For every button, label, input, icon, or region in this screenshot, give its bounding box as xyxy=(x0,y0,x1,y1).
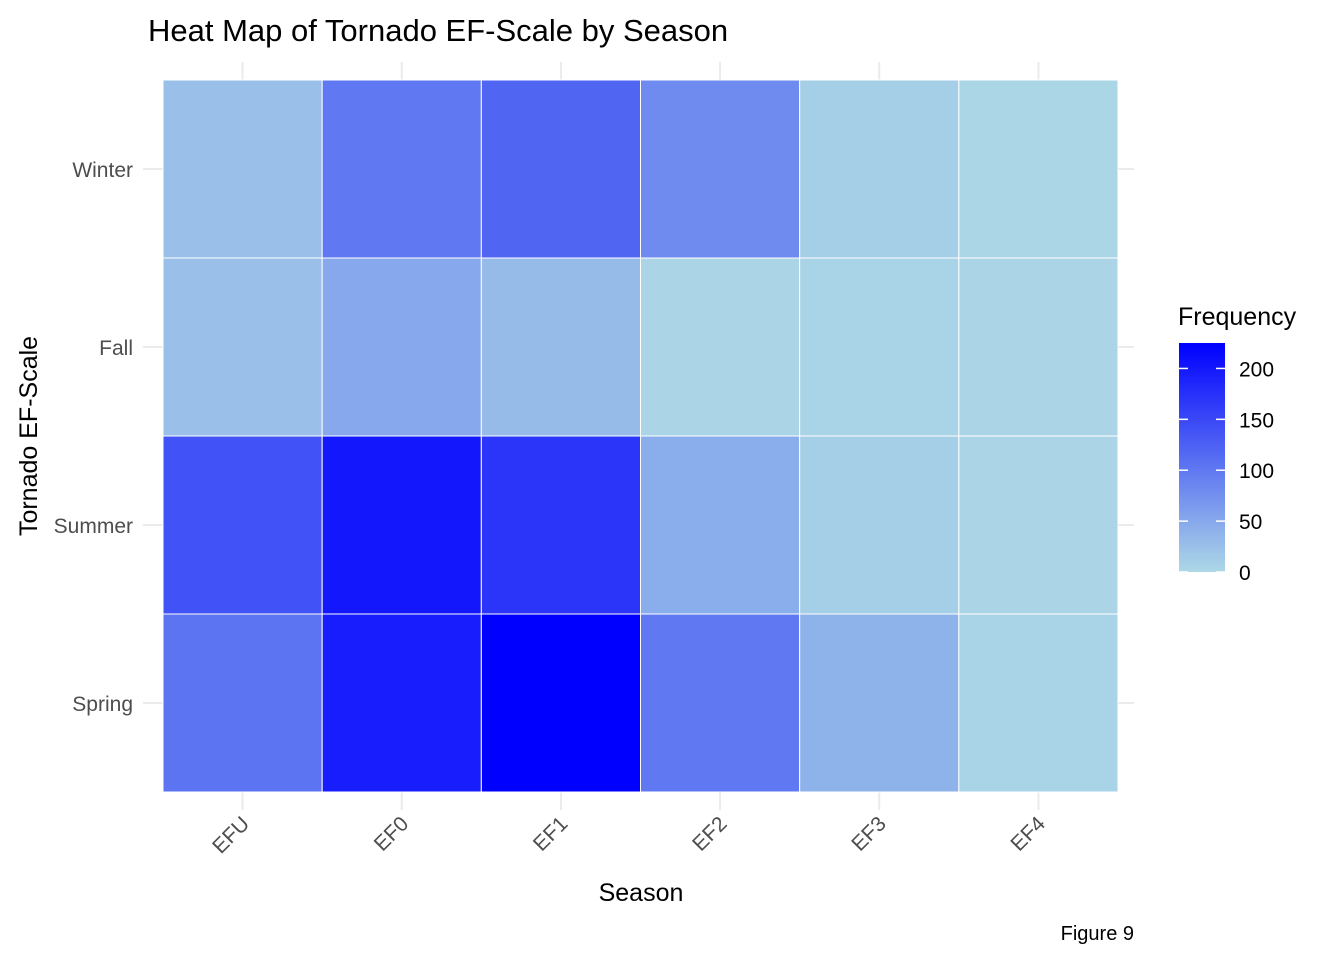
heatmap-cell-winter-ef3 xyxy=(799,79,960,259)
legend-tick-label: 0 xyxy=(1239,562,1251,585)
heatmap-cell-spring-ef1 xyxy=(480,613,642,793)
heatmap-cell-summer-ef2 xyxy=(640,435,801,615)
heatmap-cell-fall-ef2 xyxy=(640,257,801,437)
legend-tick-label: 200 xyxy=(1239,358,1274,381)
legend-tick-label: 50 xyxy=(1239,511,1262,534)
heatmap-cell-summer-ef3 xyxy=(799,435,960,615)
heatmap-cell-winter-ef4 xyxy=(958,79,1119,259)
y-tick-label: Winter xyxy=(72,159,133,182)
heatmap-cell-fall-ef0 xyxy=(321,257,482,437)
x-tick-label: EFU xyxy=(208,812,254,858)
x-tick-label: EF2 xyxy=(688,812,731,855)
chart-title: Heat Map of Tornado EF-Scale by Season xyxy=(148,13,728,48)
heatmap-cell-fall-ef4 xyxy=(958,257,1119,437)
legend-color-bar xyxy=(1179,343,1225,572)
heatmap-cell-fall-ef3 xyxy=(799,257,960,437)
y-tick-label: Fall xyxy=(99,337,133,360)
y-tick-labels: Spring Summer Fall Winter xyxy=(54,159,133,716)
heatmap-cell-winter-efu xyxy=(162,79,323,259)
heatmap-cell-spring-ef2 xyxy=(640,613,801,793)
heatmap-cell-spring-ef4 xyxy=(958,613,1119,793)
heatmap-cell-winter-ef2 xyxy=(640,79,801,259)
heatmap-cell-spring-ef3 xyxy=(799,613,960,793)
y-tick-label: Spring xyxy=(72,693,133,716)
y-tick-label: Summer xyxy=(54,515,133,538)
x-tick-labels: EFU EF0 EF1 EF2 EF3 EF4 xyxy=(208,812,1050,858)
heatmap-cell-spring-efu xyxy=(162,613,323,793)
heatmap-cell-fall-ef1 xyxy=(480,257,642,437)
heatmap-cell-summer-ef4 xyxy=(958,435,1119,615)
figure-caption: Figure 9 xyxy=(1061,923,1134,945)
color-legend: Frequency 0 50 100 150 200 xyxy=(1178,303,1297,585)
heatmap-cell-spring-ef0 xyxy=(321,613,482,793)
x-tick-label: EF3 xyxy=(847,812,890,855)
legend-tick-label: 150 xyxy=(1239,409,1274,432)
x-tick-label: EF1 xyxy=(529,812,572,855)
y-axis-title: Tornado EF-Scale xyxy=(15,336,43,536)
heatmap-cell-winter-ef0 xyxy=(321,79,482,259)
heatmap-cell-summer-ef1 xyxy=(480,435,642,615)
x-tick-label: EF4 xyxy=(1006,812,1050,856)
legend-title: Frequency xyxy=(1178,303,1297,331)
heatmap-cell-summer-ef0 xyxy=(321,435,482,615)
x-axis-title: Season xyxy=(599,879,684,907)
legend-tick-label: 100 xyxy=(1239,460,1274,483)
legend-ticks: 0 50 100 150 200 xyxy=(1179,358,1274,585)
heatmap-cells xyxy=(162,79,1119,793)
heatmap-cell-fall-efu xyxy=(162,257,323,437)
heatmap-cell-winter-ef1 xyxy=(480,79,642,259)
heatmap-cell-summer-efu xyxy=(162,435,323,615)
x-tick-label: EF0 xyxy=(370,812,413,855)
